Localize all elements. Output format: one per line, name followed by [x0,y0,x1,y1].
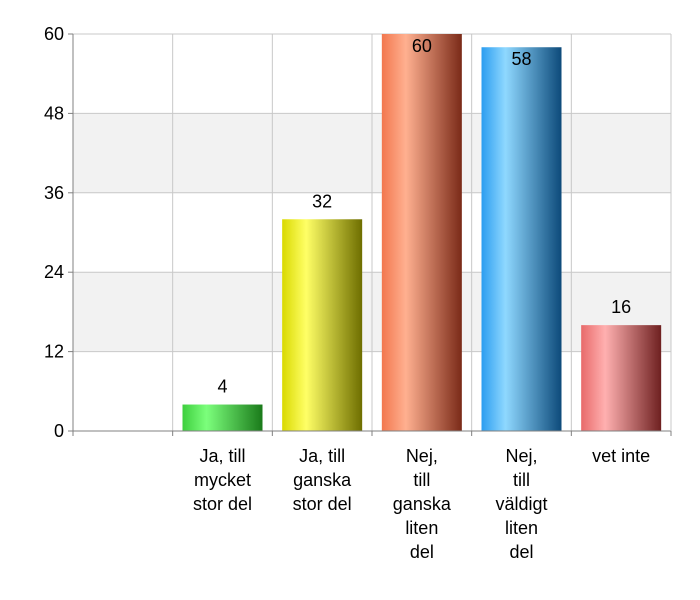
y-tick-label: 0 [54,421,64,441]
category-label: Nej, till väldigt liten del [495,446,547,562]
y-tick-label: 24 [44,262,64,282]
data-label: 4 [217,377,227,397]
y-tick-label: 36 [44,183,64,203]
bar [282,219,363,431]
data-label: 32 [312,191,332,211]
bar [581,325,662,431]
y-tick-label: 60 [44,24,64,44]
category-label: vet inte [592,446,650,466]
data-label: 60 [412,36,432,56]
bar [182,404,263,431]
category-labels: Ja, till mycket stor del Ja, till ganska stor… [193,446,650,562]
category-label: Ja, till ganska stor del [293,446,353,514]
data-label: 16 [611,297,631,317]
y-tick-label: 48 [44,103,64,123]
data-labels: 4 32 60 58 16 [217,36,631,397]
data-label: 58 [511,49,531,69]
category-label: Ja, till mycket stor del [193,446,252,514]
y-tick-labels: 0 12 24 36 48 60 [44,24,64,441]
bar [381,34,462,431]
y-tick-label: 12 [44,342,64,362]
axes [68,33,672,436]
bars [182,34,662,431]
bar [481,47,562,431]
category-label: Nej, till ganska liten del [393,446,452,562]
